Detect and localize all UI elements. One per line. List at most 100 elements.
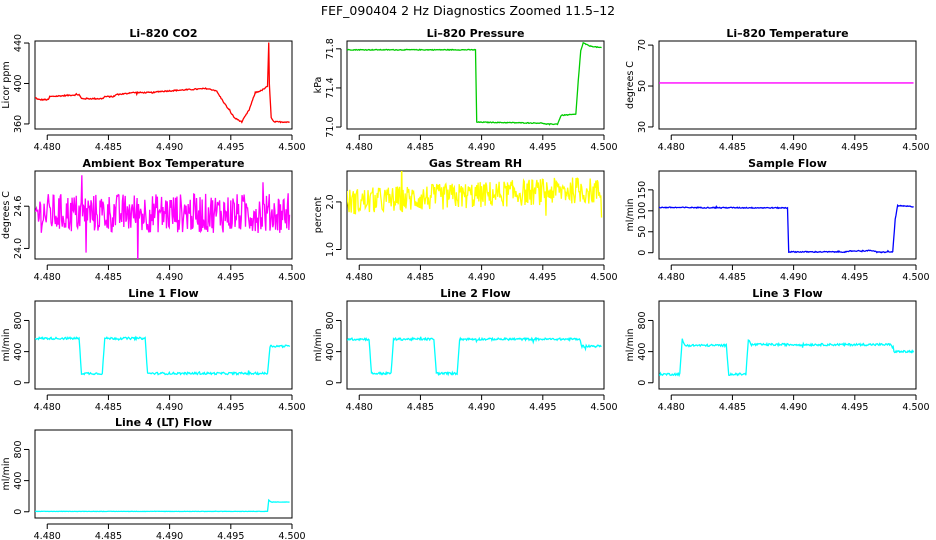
plot-frame: [658, 40, 917, 130]
y-tick-label: 100: [637, 202, 648, 220]
y-axis-label: ml/min: [625, 198, 636, 231]
series-line-1: [35, 175, 291, 259]
y-axis-label: degrees C: [625, 61, 636, 109]
y-tick-label: 400: [637, 343, 648, 361]
chart-title: Line 3 Flow: [752, 287, 822, 300]
x-tick-label: 4.485: [719, 142, 746, 153]
x-tick-label: 4.485: [95, 142, 122, 153]
y-tick-label: 0: [13, 509, 24, 515]
x-tick-label: 4.490: [156, 402, 183, 413]
y-axis-label: Licor ppm: [1, 61, 12, 108]
x-tick-label: 4.485: [407, 402, 434, 413]
plot-frame: [34, 429, 293, 519]
y-tick-label: 400: [13, 343, 24, 361]
y-tick-label: 71.0: [325, 116, 336, 137]
y-axis-label: percent: [313, 197, 324, 234]
y-tick-label: 400: [13, 74, 24, 92]
x-tick-label: 4.500: [278, 531, 305, 540]
y-axis-label: ml/min: [313, 328, 324, 361]
y-tick-label: 50: [637, 226, 648, 238]
x-tick-label: 4.480: [34, 142, 61, 153]
x-tick-label: 4.480: [346, 272, 373, 283]
y-tick-label: 400: [13, 472, 24, 490]
chart-panel-7: Line 1 Flow 4.480 4.485 4.490 4.495 4.500 0 400…: [1, 287, 306, 413]
series-line-1: [35, 498, 290, 513]
x-tick-label: 4.485: [95, 531, 122, 540]
chart-title: Line 4 (LT) Flow: [115, 416, 212, 429]
y-axis-label: degrees C: [1, 191, 12, 239]
series-line-1: [35, 42, 290, 124]
y-tick-label: 2.0: [325, 194, 336, 209]
x-tick-label: 4.480: [346, 142, 373, 153]
chart-title: Gas Stream RH: [429, 157, 522, 170]
chart-panel-5: Gas Stream RH 4.480 4.485 4.490 4.495 4.500 1.…: [313, 157, 618, 283]
x-tick-label: 4.490: [468, 142, 495, 153]
x-tick-label: 4.500: [590, 142, 617, 153]
y-tick-label: 70: [637, 39, 648, 51]
x-tick-label: 4.485: [719, 272, 746, 283]
x-tick-label: 4.495: [529, 402, 556, 413]
x-tick-label: 4.490: [468, 272, 495, 283]
y-axis-label: ml/min: [1, 328, 12, 361]
chart-title: Ambient Box Temperature: [83, 157, 245, 170]
x-tick-label: 4.480: [34, 402, 61, 413]
y-tick-label: 360: [13, 115, 24, 133]
x-tick-label: 4.495: [841, 402, 868, 413]
x-tick-label: 4.495: [217, 531, 244, 540]
plot-frame: [34, 170, 293, 260]
plot-frame: [658, 170, 917, 260]
series-line-1: [347, 41, 602, 126]
chart-title: Li–820 CO2: [129, 27, 197, 40]
plot-frame: [346, 40, 605, 130]
x-tick-label: 4.485: [407, 142, 434, 153]
series-line-1: [347, 336, 602, 377]
x-tick-label: 4.480: [34, 531, 61, 540]
chart-title: Li–820 Pressure: [427, 27, 525, 40]
x-tick-label: 4.500: [278, 142, 305, 153]
x-tick-label: 4.485: [95, 402, 122, 413]
x-tick-label: 4.500: [590, 402, 617, 413]
series-line-1: [659, 203, 914, 254]
y-tick-label: 0: [637, 380, 648, 386]
y-tick-label: 30: [637, 121, 648, 133]
y-tick-label: 0: [637, 250, 648, 256]
x-tick-label: 4.500: [902, 142, 929, 153]
x-tick-label: 4.485: [95, 272, 122, 283]
chart-title: Line 2 Flow: [440, 287, 510, 300]
plot-frame: [346, 300, 605, 390]
x-tick-label: 4.490: [156, 272, 183, 283]
y-axis-label: ml/min: [625, 328, 636, 361]
x-tick-label: 4.490: [468, 402, 495, 413]
x-tick-label: 4.485: [407, 272, 434, 283]
x-tick-label: 4.490: [780, 402, 807, 413]
x-tick-label: 4.500: [590, 272, 617, 283]
y-tick-label: 800: [13, 311, 24, 329]
x-tick-label: 4.500: [278, 272, 305, 283]
y-axis-label: ml/min: [1, 457, 12, 490]
x-tick-label: 4.495: [217, 272, 244, 283]
x-tick-label: 4.495: [217, 142, 244, 153]
chart-title: Li–820 Temperature: [726, 27, 848, 40]
chart-title: Sample Flow: [748, 157, 827, 170]
x-tick-label: 4.490: [156, 531, 183, 540]
x-tick-label: 4.490: [156, 142, 183, 153]
series-line-1: [35, 335, 291, 376]
chart-title: Line 1 Flow: [128, 287, 198, 300]
x-tick-label: 4.480: [658, 402, 685, 413]
y-tick-label: 71.8: [325, 38, 336, 59]
y-tick-label: 71.4: [325, 77, 336, 98]
chart-panel-3: Li–820 Temperature 4.480 4.485 4.490 4.495 4.…: [625, 27, 930, 153]
y-tick-label: 1.0: [325, 242, 336, 257]
y-tick-label: 800: [637, 311, 648, 329]
x-tick-label: 4.500: [902, 402, 929, 413]
plot-frame: [34, 40, 293, 130]
series-line-1: [347, 171, 603, 218]
x-tick-label: 4.495: [529, 272, 556, 283]
x-tick-label: 4.500: [278, 402, 305, 413]
x-tick-label: 4.495: [841, 272, 868, 283]
chart-panel-4: Ambient Box Temperature 4.480 4.485 4.490 4.…: [1, 157, 306, 283]
y-tick-label: 50: [637, 80, 648, 92]
chart-panel-1: Li–820 CO2 4.480 4.485 4.490 4.495 4.500 360 40…: [1, 27, 306, 153]
x-tick-label: 4.495: [217, 402, 244, 413]
